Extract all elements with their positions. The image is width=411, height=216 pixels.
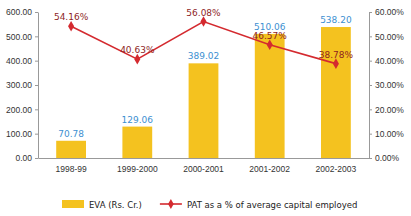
data-labels: 70.78129.06389.02510.06538.2054.16%40.63… [54,8,354,139]
tick-mark [369,36,372,37]
marker [333,58,339,69]
tick-label: 2002-2003 [316,164,357,174]
tick-label: 600.00 [6,7,32,17]
data-label: 389.02 [188,51,220,61]
data-label: 40.63% [120,45,155,55]
tick-label: 2000-2001 [183,164,224,174]
marker [267,39,273,50]
tick-label: 60.00% [375,7,404,17]
tick-label: 0.00% [375,153,400,163]
data-label: 129.06 [122,115,154,125]
tick-label: 400.00 [6,56,32,66]
line [71,22,336,64]
tick-mark [35,36,38,37]
tick-label: 0.00 [15,153,32,163]
tick-label: 100.00 [6,129,32,139]
tick-label: 2001-2002 [249,164,290,174]
bar [56,141,86,158]
tick-label: 500.00 [6,32,32,42]
chart-svg: 0.00 100.00 200.00 300.00 400.00 500.00 600.00… [0,0,411,216]
legend-item: EVA (Rs. Cr.) [62,200,142,210]
tick: 200.00 [6,105,38,115]
tick-mark [369,134,372,135]
marks [56,16,351,158]
plot: 0.00 100.00 200.00 300.00 400.00 500.00 600.00… [6,7,404,174]
tick: 2000-2001 [183,158,224,174]
tick-mark [35,85,38,86]
tick: 0.00 [15,153,38,163]
tick-mark [35,12,38,13]
tick: 500.00 [6,32,38,42]
legend-label: PAT as a % of average capital employed [187,200,357,210]
tick-label: 20.00% [375,105,404,115]
marker [200,16,206,27]
bar [255,34,285,158]
tick-label: 1998-99 [55,164,86,174]
tick-mark [35,109,38,110]
tick-mark [35,134,38,135]
tick-mark [369,12,372,13]
tick: 2002-2003 [316,158,357,174]
tick-mark [35,158,38,159]
bar [321,27,351,158]
tick-label: 30.00% [375,80,404,90]
tick-label: 10.00% [375,129,404,139]
marker [134,54,140,65]
data-label: 56.08% [186,8,221,18]
tick: 600.00 [6,7,38,17]
axis-line [39,158,370,159]
tick: 40.00% [369,56,404,66]
tick-label: 1999-2000 [117,164,158,174]
marker [68,21,74,32]
tick-mark [369,85,372,86]
tick: 1998-99 [55,158,86,174]
data-label: 538.20 [320,15,352,25]
tick: 300.00 [6,80,38,90]
y-axis: 0.00 100.00 200.00 300.00 400.00 500.00 600.00 [6,7,39,163]
tick: 400.00 [6,56,38,66]
tick-label: 200.00 [6,105,32,115]
bar [122,127,152,158]
tick-mark [369,61,372,62]
tick-mark [369,109,372,110]
tick-mark [35,61,38,62]
tick: 0.00% [369,153,400,163]
tick-label: 40.00% [375,56,404,66]
bar [189,63,219,158]
tick: 100.00 [6,129,38,139]
tick-label: 300.00 [6,80,32,90]
tick: 60.00% [369,7,404,17]
legend-marker [168,199,174,209]
data-label: 38.78% [319,50,354,60]
tick: 1999-2000 [117,158,158,174]
chart-container: 0.00 100.00 200.00 300.00 400.00 500.00 600.00… [0,0,411,216]
tick: 20.00% [369,105,404,115]
y2-axis: 0.00% 10.00% 20.00% 30.00% 40.00% 50.00% 60.00… [369,7,404,163]
data-label: 46.57% [253,31,288,41]
tick-label: 50.00% [375,32,404,42]
tick: 10.00% [369,129,404,139]
x-axis: 1998-99 1999-2000 2000-2001 2001-2002 2002-2… [39,158,370,174]
data-label: 70.78 [58,129,84,139]
tick: 30.00% [369,80,404,90]
axis-line [38,13,39,159]
legend-swatch [62,200,84,208]
tick: 2001-2002 [249,158,290,174]
legend-label: EVA (Rs. Cr.) [89,200,142,210]
legend-item: PAT as a % of average capital employed [160,199,357,209]
tick: 50.00% [369,32,404,42]
data-label: 54.16% [54,12,89,22]
legend: EVA (Rs. Cr.) PAT as a % of average capit… [62,199,357,209]
